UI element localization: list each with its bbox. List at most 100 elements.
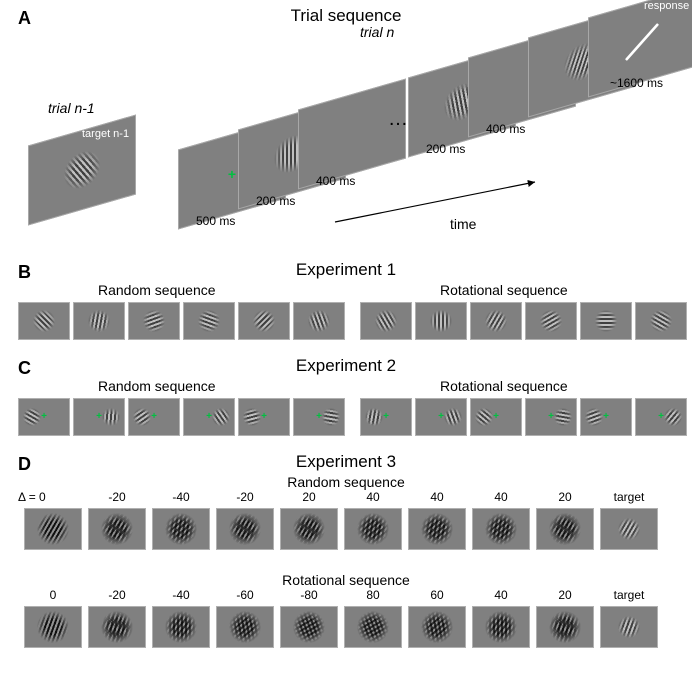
exp1-tile	[73, 302, 125, 340]
exp1-tile	[635, 302, 687, 340]
delta-value: -40	[152, 588, 210, 602]
plaid-stimulus	[293, 611, 325, 643]
plaid-stimulus	[357, 611, 389, 643]
exp2-tile: +	[128, 398, 180, 436]
trial-curr-text: trial n	[360, 24, 394, 40]
plaid-stimulus	[101, 513, 133, 545]
plaid-tile	[216, 606, 274, 648]
grating-stimulus	[57, 144, 107, 197]
panel-b-random-label: Random sequence	[98, 282, 216, 298]
delta-value: 40	[344, 490, 402, 504]
fixation-cross: +	[206, 412, 212, 422]
delta-value: 20	[536, 588, 594, 602]
duration-label: 200 ms	[426, 142, 465, 156]
plaid-stimulus	[101, 611, 133, 643]
exp2-tile: +	[293, 398, 345, 436]
exp2-tile: +	[73, 398, 125, 436]
grating-stimulus	[305, 307, 333, 335]
delta-value: -20	[216, 490, 274, 504]
panel-d-rotational-row: 0-20-40-60-8080604020target	[24, 606, 668, 652]
grating-stimulus	[320, 407, 341, 428]
fixation-cross: +	[151, 412, 157, 422]
panel-d-title: Experiment 3	[0, 452, 692, 472]
delta-value: 60	[408, 588, 466, 602]
panel-b-random-row	[18, 302, 348, 344]
panel-d-random-label: Random sequence	[0, 474, 692, 490]
plaid-stimulus	[165, 611, 197, 643]
fixation-cross: +	[548, 412, 554, 422]
exp1-tile	[293, 302, 345, 340]
plaid-stimulus	[549, 513, 581, 545]
plaid-tile	[24, 508, 82, 550]
exp2-tile: +	[183, 398, 235, 436]
delta-value: 20	[536, 490, 594, 504]
plaid-stimulus	[485, 611, 517, 643]
panel-a-area: target n-1trial n-1+1500 ms200 ms400 ms……	[0, 24, 692, 234]
exp2-tile: +	[470, 398, 522, 436]
panel-c-rotational-label: Rotational sequence	[440, 378, 568, 394]
delta-value: -80	[280, 588, 338, 602]
plaid-tile	[344, 508, 402, 550]
exp1-tile	[525, 302, 577, 340]
grating-stimulus	[364, 407, 385, 428]
delta-value: -20	[88, 490, 146, 504]
panel-b-rotational-label: Rotational sequence	[440, 282, 568, 298]
exp1-tile	[360, 302, 412, 340]
delta-value: 40	[472, 490, 530, 504]
panel-c-rotational-row: ++++++	[360, 398, 690, 440]
plaid-stimulus	[549, 611, 581, 643]
plaid-tile	[472, 508, 530, 550]
duration-label: 400 ms	[486, 122, 525, 136]
panel-b-title: Experiment 1	[0, 260, 692, 280]
panel-b-rotational-row	[360, 302, 690, 344]
delta-value: Δ = 0	[18, 490, 88, 504]
fixation-cross: +	[603, 412, 609, 422]
exp2-tile: +	[415, 398, 467, 436]
exp2-tile: +	[18, 398, 70, 436]
panel-c-title: Experiment 2	[0, 356, 692, 376]
plaid-stimulus	[165, 513, 197, 545]
grating-stimulus	[371, 306, 401, 336]
exp3-target-tile	[600, 606, 658, 648]
grating-stimulus	[140, 307, 168, 335]
exp1-tile	[183, 302, 235, 340]
fixation-cross: +	[493, 412, 499, 422]
grating-stimulus	[595, 310, 617, 332]
time-arrow	[330, 174, 550, 234]
duration-label: 500 ms	[196, 214, 235, 228]
grating-stimulus	[101, 407, 121, 427]
fixation-cross: +	[316, 412, 322, 422]
ellipsis: …	[388, 108, 408, 131]
plaid-tile	[472, 606, 530, 648]
plaid-tile	[344, 606, 402, 648]
trial-prev-tile: target n-1	[28, 115, 136, 226]
exp1-tile	[470, 302, 522, 340]
grating-stimulus	[441, 405, 464, 428]
grating-stimulus	[481, 306, 511, 336]
grating-stimulus	[552, 407, 573, 428]
delta-value: 0	[24, 588, 82, 602]
delta-value: -20	[88, 588, 146, 602]
plaid-tile	[280, 508, 338, 550]
plaid-stimulus	[293, 513, 325, 545]
target-col-label: target	[600, 588, 658, 602]
delta-value: 40	[472, 588, 530, 602]
grating-stimulus	[646, 306, 676, 336]
panel-c-random-label: Random sequence	[98, 378, 216, 394]
plaid-tile	[88, 606, 146, 648]
target-prev-label: target n-1	[82, 128, 129, 140]
plaid-stimulus	[37, 513, 69, 545]
exp2-tile: +	[525, 398, 577, 436]
delta-value: 80	[344, 588, 402, 602]
exp3-target-tile	[600, 508, 658, 550]
fixation-cross: +	[438, 412, 444, 422]
delta-value: -40	[152, 490, 210, 504]
trial-prev-text: trial n-1	[48, 100, 95, 116]
plaid-tile	[152, 508, 210, 550]
plaid-stimulus	[229, 513, 261, 545]
plaid-tile	[88, 508, 146, 550]
duration-label: 200 ms	[256, 194, 295, 208]
plaid-stimulus	[421, 513, 453, 545]
exp1-tile	[18, 302, 70, 340]
grating-stimulus	[248, 305, 279, 336]
